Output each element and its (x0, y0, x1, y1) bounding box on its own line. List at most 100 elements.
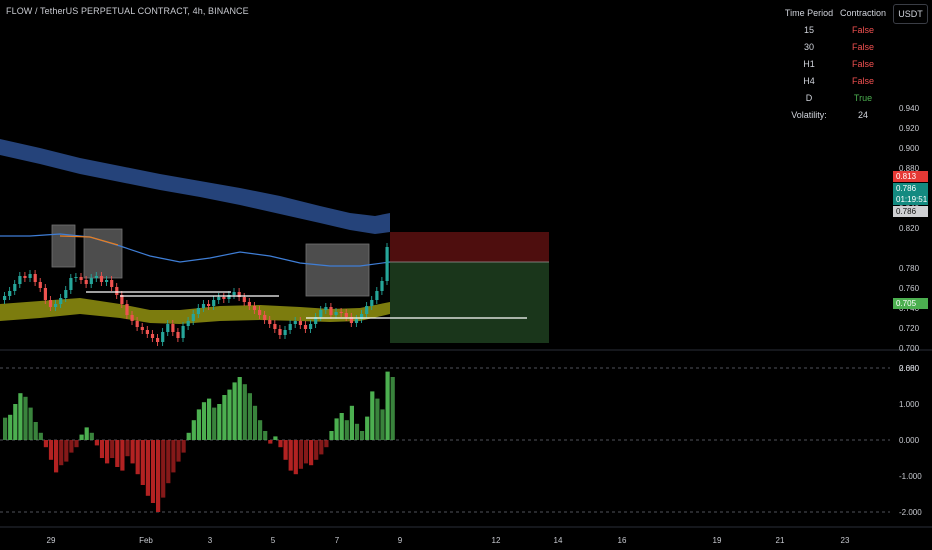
candle-body (94, 276, 98, 278)
candle-body (99, 276, 104, 282)
time-tick-label: 3 (208, 536, 213, 545)
histogram-bar (288, 440, 293, 471)
candle-body (217, 297, 221, 300)
histogram-bar (8, 414, 13, 440)
price-tick-label: 0.760 (899, 284, 920, 293)
histogram-bar (365, 416, 370, 440)
histogram-bar (222, 395, 227, 440)
candle-body (278, 329, 282, 335)
candle-body (43, 288, 47, 300)
table-header-contraction: Contraction (839, 8, 887, 18)
time-tick-label: 14 (554, 536, 563, 545)
candle-body (237, 292, 241, 297)
time-tick-label: 16 (618, 536, 627, 545)
candle-body (252, 306, 257, 310)
time-tick-label: 5 (271, 536, 276, 545)
histogram-bar (13, 404, 18, 440)
histogram-bar (186, 432, 191, 440)
histogram-bar (191, 420, 196, 440)
candle-body (89, 278, 93, 284)
candle-body (303, 325, 308, 329)
candle-body (365, 306, 369, 314)
table-value: True (853, 93, 873, 103)
candle-body (79, 277, 83, 280)
histogram-bar (385, 371, 390, 440)
candle-body (283, 330, 287, 335)
candle-body (314, 317, 318, 324)
time-tick-label: 19 (713, 536, 722, 545)
oscillator-tick-label: -1.000 (899, 472, 922, 481)
candle-body (222, 297, 226, 299)
time-tick-label: 23 (841, 536, 850, 545)
histogram-bar (105, 440, 110, 464)
time-tick-label: 7 (335, 536, 340, 545)
candle-body (135, 321, 139, 327)
table-period: H4 (803, 76, 815, 86)
grid-layer (0, 349, 932, 528)
moving-average-line (0, 233, 391, 267)
reward-zone (390, 262, 549, 343)
histogram-bar (43, 440, 48, 448)
candle-body (130, 315, 134, 321)
histogram-bar (48, 440, 54, 460)
candle-body (171, 324, 175, 332)
price-tick-label: 0.900 (899, 144, 920, 153)
time-tick-label: 21 (776, 536, 785, 545)
histogram-bar (237, 377, 242, 440)
histogram-bar (319, 440, 324, 455)
candle-body (33, 274, 37, 282)
candle-body (166, 324, 170, 332)
histogram-bar (303, 440, 309, 464)
histogram-bar (339, 413, 344, 440)
table-period: 15 (803, 25, 814, 35)
risk-zone (390, 232, 549, 262)
candle-body (84, 280, 88, 284)
histogram-bar (196, 409, 201, 440)
candle-body (48, 300, 53, 307)
histogram-bar (370, 391, 375, 440)
histogram-bar (38, 432, 43, 440)
candle-body (28, 274, 32, 278)
candle-body (298, 321, 302, 325)
candle-body (375, 291, 379, 300)
histogram-bar (166, 440, 171, 484)
candle-body (227, 295, 231, 299)
histogram-bar (360, 431, 365, 440)
histogram-bar (89, 432, 94, 440)
histogram-bar (227, 389, 232, 440)
candle-body (242, 297, 246, 302)
candle-body (176, 332, 180, 338)
levels-layer (86, 291, 527, 319)
moving-average-segment (59, 235, 119, 246)
candle-body (145, 330, 149, 334)
table-value: False (851, 59, 874, 69)
candle-body (3, 296, 7, 300)
candle-body (329, 307, 333, 315)
candle-body (69, 278, 73, 290)
histogram-bar (28, 407, 33, 440)
histogram-bar (293, 440, 298, 475)
histogram-bar (247, 393, 252, 440)
histogram-bar (252, 405, 258, 440)
histogram-bar (232, 382, 237, 440)
histogram-bar (212, 407, 217, 440)
candle-body (59, 298, 63, 304)
price-tick-label: 0.940 (899, 104, 920, 113)
boxes-layer (51, 224, 370, 297)
price-tick-label: 0.680 (899, 364, 920, 373)
histogram-bar (268, 440, 273, 444)
histogram-bar (298, 440, 303, 469)
histogram-bar (54, 440, 59, 473)
histogram-bar (74, 440, 79, 448)
histogram-bar (140, 440, 145, 485)
histogram-bar (324, 440, 329, 448)
range-box (305, 243, 370, 297)
candle-body (288, 324, 292, 330)
candle-body (232, 292, 236, 295)
candle-body (212, 300, 216, 306)
histogram-bar (125, 440, 130, 457)
table-period: D (805, 93, 813, 103)
currency-button[interactable]: USDT (893, 4, 928, 24)
candle-body (64, 290, 68, 298)
range-box (83, 228, 123, 279)
